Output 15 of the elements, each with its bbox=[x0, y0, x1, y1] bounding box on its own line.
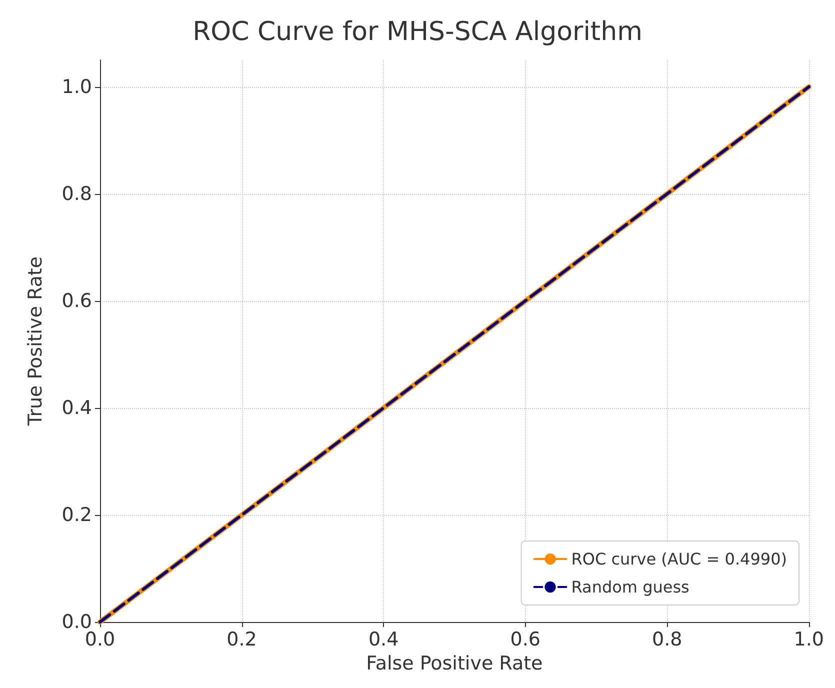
y-tick-label: 0.6 bbox=[62, 290, 92, 312]
legend-label: Random guess bbox=[571, 578, 690, 596]
y-tick-label: 0.4 bbox=[62, 396, 92, 419]
x-tick-label: 1.0 bbox=[794, 628, 824, 650]
y-tick-label: 0.2 bbox=[62, 504, 92, 526]
y-axis-title: True Positive Rate bbox=[24, 256, 46, 427]
x-axis-title: False Positive Rate bbox=[366, 652, 543, 674]
x-tick-label: 0.8 bbox=[652, 628, 682, 650]
chart-title: ROC Curve for MHS-SCA Algorithm bbox=[192, 17, 642, 47]
x-tick-label: 0.6 bbox=[510, 628, 540, 650]
y-tick-label: 1.0 bbox=[62, 76, 92, 98]
x-tick-label: 0.4 bbox=[368, 628, 399, 650]
y-tick-label: 0.8 bbox=[62, 182, 92, 205]
x-tick-label: 0.2 bbox=[226, 628, 257, 650]
legend-label: ROC curve (AUC = 0.4990) bbox=[571, 550, 788, 568]
